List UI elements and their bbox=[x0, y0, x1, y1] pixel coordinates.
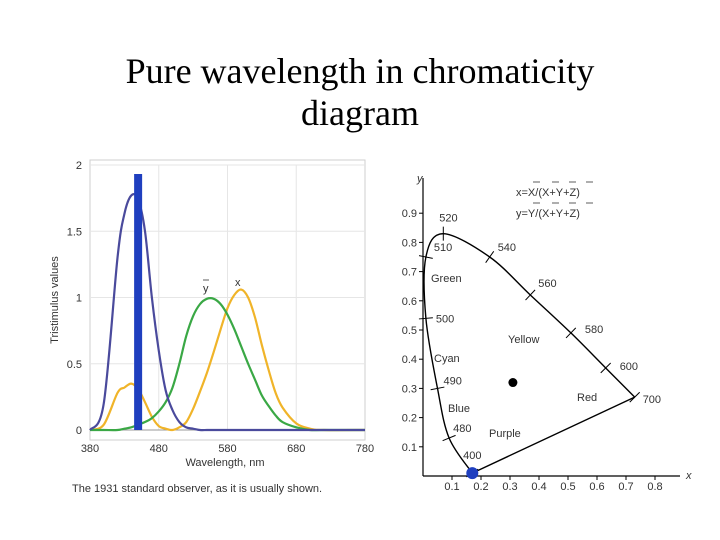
region-label-red: Red bbox=[577, 392, 597, 404]
cie-cmf-plot: 380 480 580 680 780 0 0.5 1 1.5 2 Tristimulus va… bbox=[49, 159, 374, 495]
locus-tick bbox=[418, 317, 433, 320]
right-y-ticks: 0.1 0.2 0.3 0.4 0.5 0.6 0.7 0.8 0.9 bbox=[402, 208, 423, 454]
locus-label: 400 bbox=[463, 450, 481, 462]
locus-tick bbox=[485, 250, 495, 264]
left-y-tick-label: 2 bbox=[76, 160, 82, 172]
right-y-tick-label: 0.9 bbox=[402, 208, 417, 220]
locus-tick bbox=[418, 255, 433, 259]
left-x-tick-label: 380 bbox=[81, 443, 99, 455]
left-y-tick-label: 1.5 bbox=[67, 226, 82, 238]
right-y-tick-label: 0.5 bbox=[402, 325, 417, 337]
right-x-ticks: 0.1 0.2 0.3 0.4 0.5 0.6 0.7 0.8 bbox=[444, 476, 663, 493]
region-label-cyan: Cyan bbox=[434, 353, 460, 365]
locus-label: 510 bbox=[434, 242, 452, 254]
locus-tick bbox=[600, 362, 612, 374]
formula-x: x=X/(X+Y+Z) bbox=[516, 187, 580, 199]
right-y-tick-label: 0.1 bbox=[402, 442, 417, 454]
left-y-tick-label: 1 bbox=[76, 293, 82, 305]
right-y-axis-label: y bbox=[416, 173, 424, 185]
right-y-tick-label: 0.4 bbox=[402, 354, 417, 366]
page-title: Pure wavelength in chromaticity diagram bbox=[0, 50, 720, 134]
right-x-tick-label: 0.1 bbox=[444, 481, 459, 493]
right-x-tick-label: 0.3 bbox=[502, 481, 517, 493]
right-x-tick-label: 0.7 bbox=[618, 481, 633, 493]
right-y-tick-label: 0.3 bbox=[402, 383, 417, 395]
left-x-tick-label: 680 bbox=[287, 443, 305, 455]
locus-tick bbox=[565, 327, 577, 339]
right-y-tick-label: 0.8 bbox=[402, 237, 417, 249]
region-label-blue: Blue bbox=[448, 403, 470, 415]
locus-tick bbox=[442, 434, 456, 442]
left-plot-caption: The 1931 standard observer, as it is usu… bbox=[72, 483, 322, 495]
left-y-ticks: 0 0.5 1 1.5 2 bbox=[67, 160, 82, 437]
left-x-ticks: 380 480 580 680 780 bbox=[81, 443, 374, 455]
locus-label: 560 bbox=[538, 278, 556, 290]
right-x-tick-label: 0.4 bbox=[531, 481, 546, 493]
right-y-tick-label: 0.2 bbox=[402, 413, 417, 425]
left-x-tick-label: 480 bbox=[150, 443, 168, 455]
right-y-tick-label: 0.6 bbox=[402, 296, 417, 308]
title-line-1: Pure wavelength in chromaticity bbox=[125, 51, 595, 91]
locus-label: 490 bbox=[444, 375, 462, 387]
formula-y: y=Y/(X+Y+Z) bbox=[516, 208, 580, 220]
right-x-tick-label: 0.8 bbox=[647, 481, 662, 493]
left-x-tick-label: 580 bbox=[218, 443, 236, 455]
curve-label-y: y bbox=[203, 283, 209, 295]
locus-label: 580 bbox=[585, 324, 603, 336]
line-of-purples bbox=[472, 396, 635, 474]
left-y-tick-label: 0 bbox=[76, 425, 82, 437]
right-y-tick-label: 0.7 bbox=[402, 267, 417, 279]
pure-wavelength-marker bbox=[466, 467, 479, 480]
right-x-tick-label: 0.6 bbox=[589, 481, 604, 493]
left-y-tick-label: 0.5 bbox=[67, 359, 82, 371]
formula-overbars bbox=[533, 181, 593, 204]
right-x-tick-label: 0.5 bbox=[560, 481, 575, 493]
locus-tick bbox=[629, 391, 641, 403]
title-line-2: diagram bbox=[301, 93, 419, 133]
region-label-green: Green bbox=[431, 273, 462, 285]
white-point bbox=[508, 378, 518, 388]
locus-tick bbox=[430, 386, 445, 391]
chromaticity-diagram: x y 0.1 0.2 0.3 0.4 0.5 0.6 0.7 0.8 0.10.20.30.… bbox=[402, 173, 692, 493]
locus-label: 480 bbox=[453, 423, 471, 435]
curve-label-x: x bbox=[235, 277, 241, 289]
locus-label: 600 bbox=[620, 361, 638, 373]
locus-label: 540 bbox=[498, 242, 516, 254]
left-x-tick-label: 780 bbox=[356, 443, 374, 455]
locus-wavelength-marks: 400 480 490 500 510 520 540 560 580 600 700 bbox=[418, 213, 661, 478]
locus-label: 700 bbox=[643, 394, 661, 406]
left-y-axis-label: Tristimulus values bbox=[49, 256, 61, 344]
highlight-wavelength-bar bbox=[134, 174, 143, 430]
right-x-tick-label: 0.2 bbox=[473, 481, 488, 493]
locus-label: 520 bbox=[439, 213, 457, 225]
region-label-yellow: Yellow bbox=[508, 334, 539, 346]
locus-tick bbox=[525, 289, 536, 301]
locus-label: 500 bbox=[436, 313, 454, 325]
region-label-purple: Purple bbox=[489, 428, 521, 440]
left-x-axis-label: Wavelength, nm bbox=[185, 457, 264, 469]
right-x-axis-label: x bbox=[685, 470, 692, 482]
